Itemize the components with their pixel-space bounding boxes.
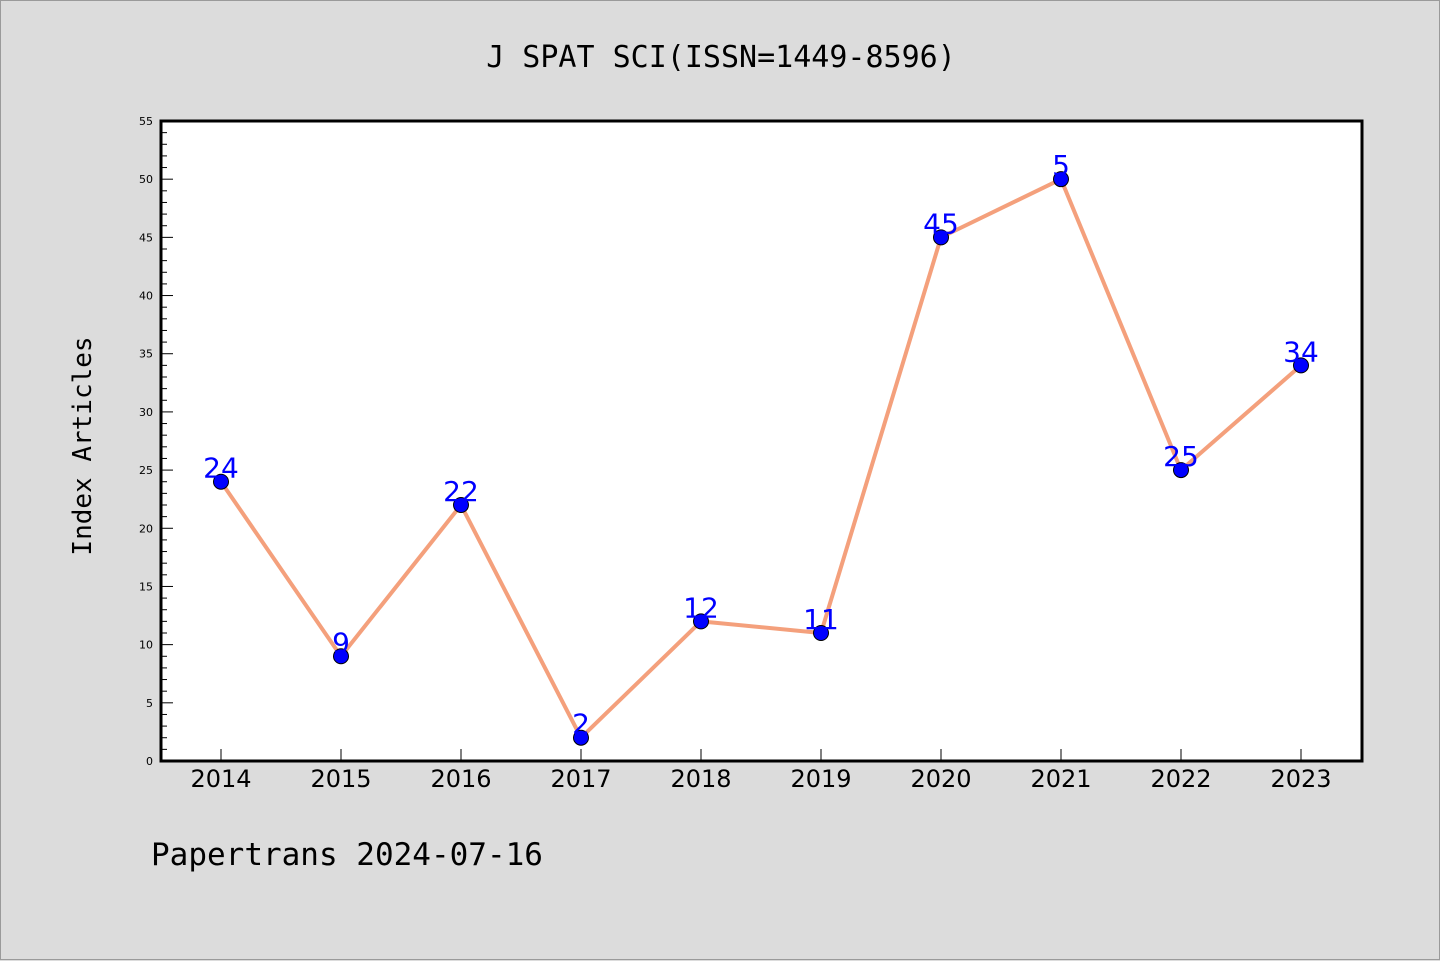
y-tick-label: 5 xyxy=(146,697,153,710)
data-label: 5 xyxy=(1052,149,1070,182)
y-tick-label: 20 xyxy=(139,522,153,535)
y-tick-label: 35 xyxy=(139,348,153,361)
data-point xyxy=(693,613,709,630)
x-tick-label: 2016 xyxy=(430,765,491,793)
data-label: 25 xyxy=(1163,440,1199,473)
x-tick-label: 2019 xyxy=(790,765,851,793)
data-point xyxy=(813,625,829,641)
x-tick-label: 2021 xyxy=(1030,765,1091,793)
y-tick-label: 45 xyxy=(139,231,153,244)
footer-text: Papertrans 2024-07-16 xyxy=(151,837,543,873)
y-tick-label: 0 xyxy=(146,755,153,768)
chart-title: J SPAT SCI(ISSN=1449-8596) xyxy=(486,40,956,75)
data-label: 11 xyxy=(803,603,839,636)
data-label: 2 xyxy=(572,708,590,741)
x-tick-label: 2017 xyxy=(550,765,611,793)
y-tick-label: 25 xyxy=(139,464,153,477)
x-tick-label: 2014 xyxy=(190,765,251,793)
data-label: 22 xyxy=(443,475,479,508)
data-point xyxy=(573,729,589,746)
data-point xyxy=(213,473,229,490)
x-axis: 2014 2015 2016 2017 2018 2019 2020 2021 2022 2023 xyxy=(190,749,1332,793)
series-line xyxy=(219,177,1303,740)
y-axis-label: Index Articles xyxy=(68,336,98,555)
data-point xyxy=(333,648,349,665)
data-point xyxy=(1173,462,1189,479)
data-label: 12 xyxy=(683,591,719,624)
y-tick-label: 40 xyxy=(139,290,153,303)
data-point xyxy=(933,229,949,246)
data-point xyxy=(1053,171,1069,188)
y-tick-label: 55 xyxy=(139,115,153,128)
data-label: 45 xyxy=(923,207,959,240)
x-tick-label: 2023 xyxy=(1270,765,1331,793)
y-tick-label: 30 xyxy=(139,406,153,419)
y-tick-label: 15 xyxy=(139,580,153,593)
y-tick-label: 50 xyxy=(139,173,153,186)
data-label: 34 xyxy=(1283,335,1319,368)
x-tick-label: 2018 xyxy=(670,765,731,793)
x-tick-label: 2015 xyxy=(310,765,371,793)
data-point xyxy=(1293,357,1309,374)
plot-area xyxy=(161,121,1362,761)
plot-frame xyxy=(159,119,1364,763)
y-tick-label: 10 xyxy=(139,639,153,652)
x-tick-label: 2020 xyxy=(910,765,971,793)
data-point xyxy=(453,497,469,513)
data-label: 9 xyxy=(332,626,350,659)
x-tick-label: 2022 xyxy=(1150,765,1211,793)
data-label: 24 xyxy=(203,452,239,485)
